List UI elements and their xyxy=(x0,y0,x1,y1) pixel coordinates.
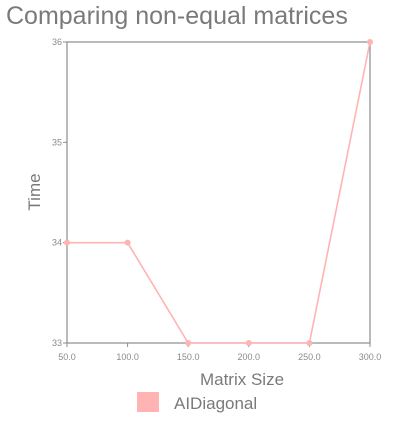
data-point[interactable] xyxy=(367,39,373,45)
x-tick-label: 250.0 xyxy=(298,352,321,362)
x-tick-label: 300.0 xyxy=(359,352,382,362)
chart-title: Comparing non-equal matrices xyxy=(6,2,348,30)
data-point[interactable] xyxy=(185,340,192,346)
x-tick-label: 50.0 xyxy=(58,352,76,362)
data-point[interactable] xyxy=(124,239,131,246)
legend: AIDiagonal xyxy=(137,392,257,413)
series-layer xyxy=(64,39,373,346)
y-tick-label: 36 xyxy=(52,37,62,47)
data-point[interactable] xyxy=(64,239,70,246)
series-line-aidiagonal xyxy=(67,41,371,344)
x-tick-label: 100.0 xyxy=(116,352,139,362)
y-axis-label: Time xyxy=(25,173,44,210)
y-axis-ticks: 33 34 35 36 xyxy=(52,37,67,348)
y-tick-label: 33 xyxy=(52,338,62,348)
x-tick-label: 150.0 xyxy=(177,352,200,362)
legend-swatch-aidiagonal[interactable] xyxy=(137,392,159,412)
data-point[interactable] xyxy=(245,340,252,346)
x-axis-label: Matrix Size xyxy=(200,370,284,389)
x-axis-ticks: 50.0 100.0 150.0 200.0 250.0 300.0 xyxy=(58,343,381,362)
y-tick-label: 34 xyxy=(52,238,62,248)
data-point[interactable] xyxy=(306,340,313,346)
x-tick-label: 200.0 xyxy=(238,352,261,362)
plot-area-frame xyxy=(66,41,371,344)
legend-label-aidiagonal: AIDiagonal xyxy=(174,394,257,413)
y-tick-label: 35 xyxy=(52,137,62,147)
